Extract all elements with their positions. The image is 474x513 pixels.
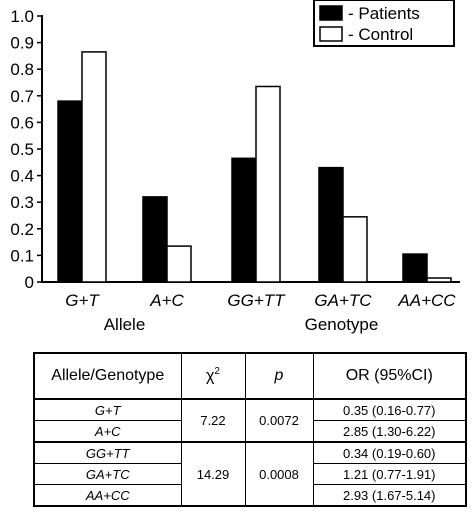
y-axis-ticks: 0 0.1 0.2 0.3 0.4 0.5 0.6 0.7 0.8 0.9 1.0	[10, 7, 42, 292]
y-tick-label: 0.2	[10, 220, 34, 239]
x-axis-labels: G+T A+C GG+TT GA+TC AA+CC Allele Genotype	[65, 291, 456, 334]
x-category-label: A+C	[149, 291, 184, 310]
row-or: 2.85 (1.30-6.22)	[312, 420, 467, 443]
row-label: GG+TT	[33, 441, 182, 464]
x-category-label: GG+TT	[227, 291, 286, 310]
legend-label-control: - Control	[348, 25, 413, 44]
y-tick-label: 0.8	[10, 60, 34, 79]
chart-bars	[57, 51, 452, 283]
bar-chart: 0 0.1 0.2 0.3 0.4 0.5 0.6 0.7 0.8 0.9 1.0 G+T A+C GG…	[10, 0, 460, 334]
legend: - Patients - Control	[313, 0, 455, 47]
bar-patients	[318, 166, 344, 283]
bar-control	[166, 245, 192, 283]
row-or: 2.93 (1.67-5.14)	[312, 484, 467, 507]
y-tick-label: 0.3	[10, 193, 34, 212]
y-tick-label: 0.9	[10, 34, 34, 53]
y-tick-label: 0.4	[10, 167, 34, 186]
bar-control	[81, 51, 107, 283]
y-tick-label: 0	[25, 273, 34, 292]
x-category-label: G+T	[65, 291, 100, 310]
y-tick-label: 0.7	[10, 87, 34, 106]
table-row: G+T 7.22 0.0072 0.35 (0.16-0.77)	[33, 398, 467, 443]
bar-patients	[57, 100, 83, 283]
legend-label-patients: - Patients	[348, 4, 420, 23]
bar-control	[426, 277, 452, 283]
row-or: 1.21 (0.77-1.91)	[312, 463, 467, 485]
bar-patients	[231, 157, 257, 283]
row-label: G+T	[33, 398, 182, 421]
legend-swatch-patients	[319, 5, 343, 21]
table-row: GG+TT 14.29 0.0008 0.34 (0.19-0.60)	[33, 441, 467, 507]
legend-swatch-control	[319, 26, 343, 42]
bar-control	[255, 85, 281, 283]
header-p-value: p	[244, 352, 314, 400]
allele-chi-value: 7.22	[180, 398, 246, 443]
y-tick-label: 0.6	[10, 113, 34, 132]
y-tick-label: 1.0	[10, 7, 34, 26]
row-label: A+C	[33, 420, 182, 443]
row-label: AA+CC	[33, 484, 182, 507]
bar-patients	[142, 196, 168, 283]
bar-control	[342, 216, 368, 283]
x-category-label: GA+TC	[314, 291, 372, 310]
chi-symbol: χ	[206, 367, 215, 385]
genotype-p-value: 0.0008	[244, 441, 314, 507]
row-label: GA+TC	[33, 463, 182, 485]
table-row: AA+CC 2.93 (1.67-5.14)	[33, 484, 467, 507]
header-chi-square: χ2	[180, 352, 246, 400]
x-group-label: Allele	[104, 315, 146, 334]
header-allele-genotype: Allele/Genotype	[33, 352, 182, 400]
table-header-row: Allele/Genotype χ2 p OR (95%CI)	[33, 352, 467, 400]
header-odds-ratio: OR (95%CI)	[312, 352, 467, 400]
bar-patients	[402, 253, 428, 283]
table-row: GA+TC 1.21 (0.77-1.91)	[33, 463, 467, 485]
genotype-chi-value: 14.29	[180, 441, 246, 507]
y-tick-label: 0.1	[10, 246, 34, 265]
x-category-label: AA+CC	[397, 291, 456, 310]
statistics-table: Allele/Genotype χ2 p OR (95%CI) G+T 7.22…	[33, 352, 467, 507]
y-tick-label: 0.5	[10, 140, 34, 159]
row-or: 0.35 (0.16-0.77)	[312, 398, 467, 421]
allele-p-value: 0.0072	[244, 398, 314, 443]
x-group-label: Genotype	[305, 315, 379, 334]
row-or: 0.34 (0.19-0.60)	[312, 441, 467, 464]
chi-superscript: 2	[214, 366, 220, 378]
